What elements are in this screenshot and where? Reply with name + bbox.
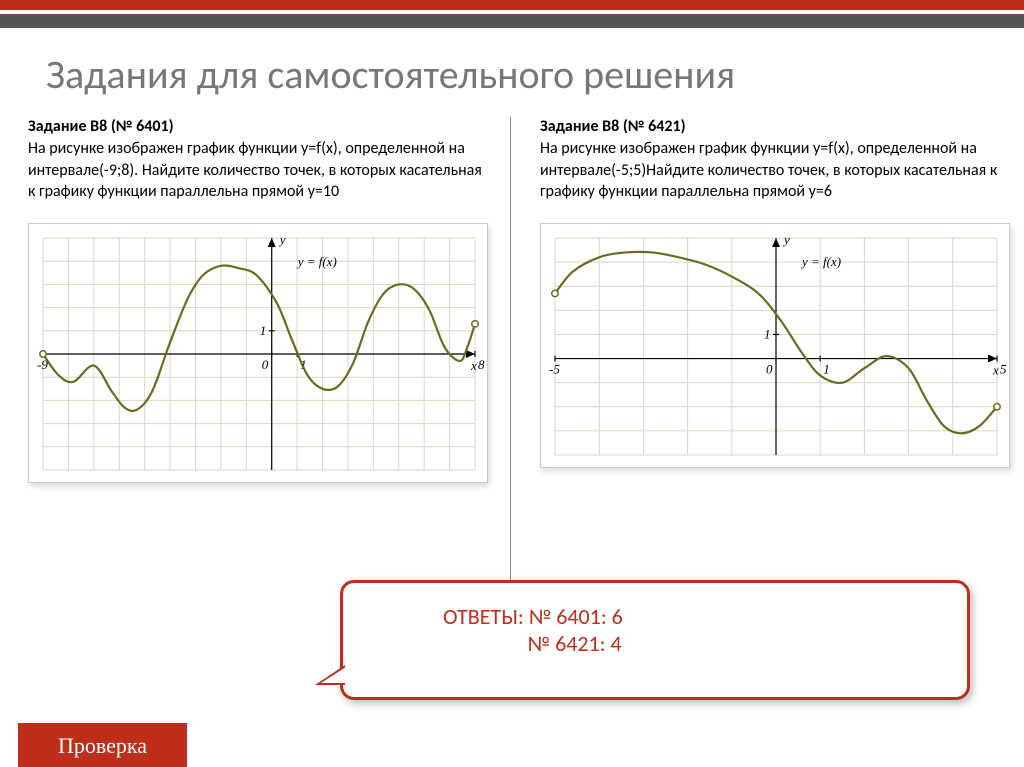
svg-text:5: 5 — [1000, 361, 1007, 376]
task-left-title: Задание В8 (№ 6401) — [28, 117, 492, 136]
svg-text:x: x — [470, 358, 477, 373]
svg-text:1: 1 — [764, 326, 771, 341]
task-right-body: На рисунке изображен график функции y=f(… — [540, 138, 1004, 203]
svg-text:y: y — [278, 232, 286, 247]
svg-text:0: 0 — [262, 357, 269, 372]
graph-left: -90181xyy = f(x) — [28, 223, 488, 483]
svg-text:1: 1 — [260, 323, 267, 338]
task-left-body: На рисунке изображен график функции y=f(… — [28, 138, 492, 203]
top-red-bar — [0, 0, 1024, 10]
top-gray-stripe — [0, 14, 1024, 28]
answer-line-2: № 6421: 4 — [373, 630, 937, 657]
svg-text:y: y — [782, 232, 790, 247]
svg-text:8: 8 — [478, 357, 485, 372]
check-button[interactable]: Проверка — [18, 723, 187, 767]
svg-text:0: 0 — [766, 361, 773, 376]
answer-line-1: ОТВЕТЫ: № 6401: 6 — [373, 603, 937, 630]
column-divider — [510, 117, 511, 587]
svg-text:y = f(x): y = f(x) — [800, 254, 841, 269]
svg-text:x: x — [992, 362, 999, 377]
svg-text:1: 1 — [823, 361, 830, 376]
graph-right: -5 0 1 5 1 x y y = f(x) — [540, 223, 1010, 468]
svg-text:-5: -5 — [549, 361, 560, 376]
right-column: Задание В8 (№ 6421) На рисунке изображен… — [512, 117, 1024, 483]
task-right-title: Задание В8 (№ 6421) — [540, 117, 1004, 136]
svg-text:y = f(x): y = f(x) — [296, 254, 337, 269]
answers-callout: ОТВЕТЫ: № 6401: 6 № 6421: 4 — [340, 580, 970, 700]
columns-container: Задание В8 (№ 6401) На рисунке изображен… — [0, 117, 1024, 483]
left-column: Задание В8 (№ 6401) На рисунке изображен… — [0, 117, 512, 483]
slide-title: Задания для самостоятельного решения — [0, 28, 1024, 117]
